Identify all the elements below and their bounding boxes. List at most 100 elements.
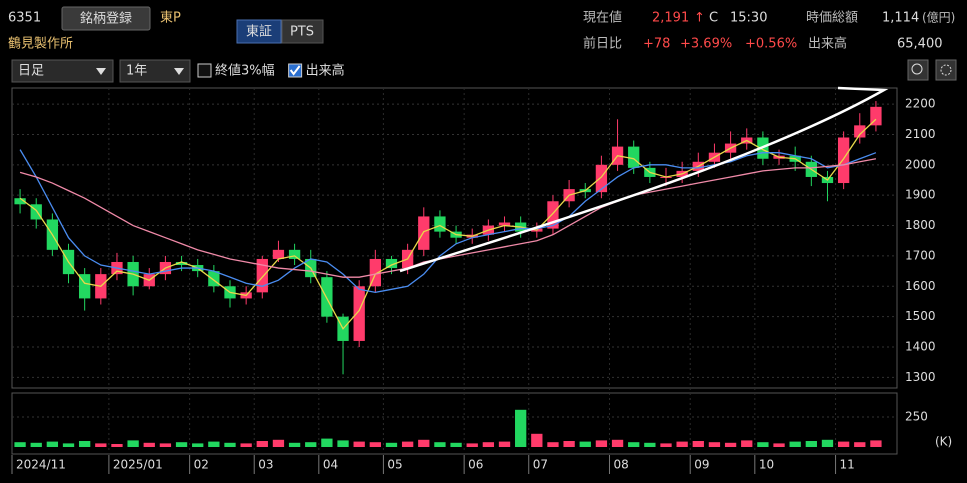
y-tick-label: 2200 [905, 97, 936, 111]
company-name: 鶴見製作所 [8, 36, 73, 52]
x-tick-label: 03 [258, 458, 273, 472]
other-pct: +0.56% [745, 37, 797, 52]
volume-bar [369, 442, 381, 447]
volume-unit: (K) [935, 435, 952, 449]
change-pct: +3.69% [680, 37, 732, 52]
volume-bar [547, 442, 559, 447]
label: 前日比 [583, 36, 622, 52]
range-label[interactable]: 1年 [126, 64, 147, 79]
volume-bar [466, 443, 478, 447]
register-button[interactable] [61, 6, 151, 31]
checkbox-label[interactable]: 出来高 [306, 63, 345, 79]
volume-bar [224, 442, 236, 447]
candle-body [369, 258, 381, 287]
volume-bar [595, 440, 608, 447]
time: 15:30 [730, 11, 767, 26]
register-label[interactable]: 銘柄登録 [80, 12, 132, 27]
label: 時価総額 [806, 11, 858, 26]
candle-body [14, 198, 26, 205]
zoom-button[interactable] [907, 59, 929, 81]
market: 東P [160, 10, 181, 26]
range-select[interactable] [119, 59, 191, 83]
x-tick-label: 02 [194, 458, 209, 472]
volume-bar [272, 439, 285, 447]
x-tick-label: 09 [694, 458, 709, 472]
volume-bar [95, 443, 107, 447]
moving-average [19, 149, 877, 294]
exchange-tab-label[interactable]: 東証 [246, 24, 272, 40]
y-tick-label: 1800 [905, 218, 936, 232]
flag: C [709, 11, 718, 26]
volume-bar [515, 409, 527, 447]
settings-icon [940, 64, 952, 76]
exchange-tab[interactable] [236, 19, 282, 44]
candle-body [870, 106, 882, 126]
checkmark [289, 65, 301, 76]
volume-bar [385, 442, 398, 447]
volume-bar [724, 442, 737, 447]
volume-bar [805, 441, 817, 447]
period-select[interactable] [11, 59, 114, 83]
volume-bar [450, 442, 462, 447]
volume-bar [579, 441, 591, 447]
x-tick-label: 07 [533, 458, 548, 472]
volume-bar [14, 442, 26, 447]
zoom-icon [911, 63, 923, 75]
volume-bar [837, 441, 850, 447]
volume-bar [757, 442, 769, 447]
candle-body [854, 125, 866, 138]
volume-bar [46, 441, 59, 447]
volume-bar [708, 442, 721, 447]
stock-code: 6351 [8, 11, 41, 26]
volume-bar [660, 443, 672, 447]
volume-bar [111, 444, 123, 447]
y-tick-label: 2000 [905, 157, 936, 171]
candle-body [272, 249, 285, 259]
exchange-tab[interactable] [281, 19, 324, 44]
volume-bar [30, 442, 42, 447]
volume-bar [353, 441, 365, 447]
volume-bar [498, 441, 511, 447]
volume-bar [127, 440, 139, 447]
volume-bar [79, 441, 91, 447]
candle-body [595, 164, 608, 193]
x-tick-label: 04 [323, 458, 338, 472]
label: 現在値 [583, 10, 622, 26]
x-tick-label: 06 [468, 458, 483, 472]
y-tick-label: 1700 [905, 248, 936, 262]
volume-bar [401, 441, 414, 447]
candle-body [837, 137, 850, 184]
candle-body [418, 216, 430, 250]
volume-bar [482, 442, 495, 447]
volume: 65,400 [897, 37, 943, 52]
checkbox-label[interactable]: 終値3%幅 [215, 63, 275, 79]
settings-button[interactable] [935, 59, 957, 81]
moving-average [19, 118, 877, 330]
volume-bar [337, 440, 349, 447]
checkbox[interactable] [197, 63, 212, 78]
volume-bar [644, 442, 656, 447]
volume-bar [531, 433, 543, 447]
candle-body [208, 271, 220, 287]
volume-bar [240, 443, 252, 447]
candle-body [628, 146, 640, 168]
volume-bar [741, 440, 753, 447]
period-label[interactable]: 日足 [18, 64, 44, 79]
dropdown-arrow [174, 68, 184, 75]
price-panel [11, 87, 898, 389]
x-tick-label: 10 [759, 458, 774, 472]
volume-bar [256, 441, 268, 447]
volume-bar [789, 441, 801, 447]
volume-bar [563, 441, 575, 447]
x-tick-label: 2025/01 [113, 458, 163, 472]
volume-bar [288, 442, 301, 447]
arrow: ↑ [694, 11, 705, 26]
moving-average [19, 158, 877, 278]
candle-body [30, 204, 42, 220]
volume-bar [676, 441, 688, 447]
exchange-tab-label[interactable]: PTS [290, 25, 314, 40]
volume-bar [159, 443, 172, 447]
volume-bar [175, 442, 188, 447]
volume-bar [321, 438, 333, 447]
volume-bar [692, 441, 704, 447]
